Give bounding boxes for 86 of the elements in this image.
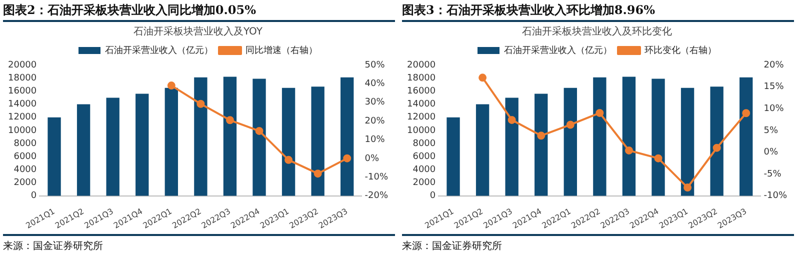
- bar: [446, 117, 460, 196]
- y2-tick-label: -20%: [364, 191, 388, 202]
- bar: [164, 88, 178, 196]
- y-tick-label: 10000: [8, 126, 37, 136]
- bar: [76, 104, 90, 196]
- y-tick-label: 16000: [406, 86, 436, 97]
- y2-tick-label: 40%: [364, 79, 386, 90]
- y2-tick-label: 10%: [364, 135, 386, 146]
- y2-tick-label: -5%: [764, 169, 782, 180]
- y2-tick-label: -10%: [764, 191, 788, 202]
- y2-tick-label: 30%: [364, 98, 386, 108]
- y-tick-label: 6000: [412, 152, 436, 162]
- y2-tick-label: 15%: [764, 82, 784, 92]
- y2-tick-label: -10%: [364, 172, 388, 182]
- bar: [593, 77, 606, 196]
- point: [343, 154, 352, 162]
- y2-tick-label: 20%: [764, 60, 784, 70]
- y-tick-label: 12000: [8, 112, 37, 123]
- chart-title: 图表2：石油开采板块营业收入同比增加0.05%: [3, 0, 395, 22]
- bar: [311, 86, 324, 196]
- source-note: 来源：国金证券研究所: [3, 234, 395, 253]
- y2-tick-label: 0%: [364, 154, 380, 164]
- chart-subtitle: 石油开采板块营业收入及环比变化: [522, 26, 672, 38]
- point: [508, 116, 516, 124]
- bar: [340, 77, 354, 196]
- bar: [223, 76, 237, 196]
- point: [226, 116, 234, 124]
- y2-tick-label: 10%: [764, 104, 784, 114]
- y-tick-label: 18000: [406, 73, 436, 84]
- point: [742, 109, 750, 118]
- source-note: 来源：国金证券研究所: [402, 234, 794, 253]
- chart-subtitle: 石油开采板块营业收入及YOY: [134, 26, 264, 38]
- point: [566, 120, 574, 129]
- y-tick-label: 20000: [406, 60, 436, 70]
- y-tick-label: 2000: [14, 178, 37, 188]
- y2-tick-label: 20%: [364, 116, 386, 126]
- legend-label: 石油开采营业收入（亿元）: [504, 44, 612, 56]
- point: [537, 132, 546, 140]
- y-tick-label: 10000: [406, 126, 436, 136]
- y-tick-label: 18000: [8, 73, 37, 84]
- point: [196, 100, 205, 108]
- point: [167, 82, 176, 90]
- bar: [106, 98, 120, 196]
- point: [314, 170, 322, 178]
- y-tick-label: 8000: [14, 138, 37, 149]
- y2-tick-label: 5%: [764, 126, 778, 136]
- y2-tick-label: 0%: [764, 148, 778, 158]
- y-tick-label: 16000: [8, 86, 37, 97]
- bar: [136, 94, 149, 196]
- point: [712, 144, 721, 152]
- bar: [740, 77, 753, 196]
- bar: [534, 94, 548, 196]
- bar: [505, 98, 518, 196]
- y-tick-label: 0: [430, 191, 436, 202]
- bar: [252, 78, 266, 196]
- bar: [282, 88, 296, 196]
- bar: [622, 76, 636, 196]
- point: [255, 126, 264, 135]
- y-tick-label: 2000: [412, 178, 436, 188]
- point: [654, 154, 662, 162]
- y-tick-label: 4000: [14, 164, 37, 175]
- chart-title: 图表3：石油开采板块营业收入环比增加8.96%: [402, 0, 794, 22]
- y2-tick-label: 50%: [364, 60, 386, 70]
- y-tick-label: 12000: [406, 112, 436, 123]
- point: [684, 184, 692, 192]
- legend-label: 同比增速（右轴）: [246, 44, 318, 56]
- point: [478, 74, 487, 82]
- bar: [48, 117, 61, 196]
- y-tick-label: 0: [30, 191, 37, 202]
- bar: [680, 88, 694, 196]
- y-tick-label: 4000: [412, 164, 436, 175]
- legend-label: 石油开采营业收入（亿元）: [105, 44, 213, 56]
- bar: [710, 86, 724, 196]
- point: [596, 108, 604, 117]
- y-tick-label: 6000: [14, 152, 37, 162]
- y-tick-label: 14000: [406, 100, 436, 110]
- bar: [476, 104, 490, 196]
- y-tick-label: 14000: [8, 100, 37, 110]
- bar: [194, 77, 208, 196]
- y-tick-label: 8000: [412, 138, 436, 149]
- y-tick-label: 20000: [8, 60, 37, 70]
- bar: [564, 88, 577, 196]
- point: [284, 156, 293, 164]
- legend-label: 环比变化（右轴）: [644, 44, 716, 56]
- bar: [652, 78, 665, 196]
- point: [624, 146, 633, 154]
